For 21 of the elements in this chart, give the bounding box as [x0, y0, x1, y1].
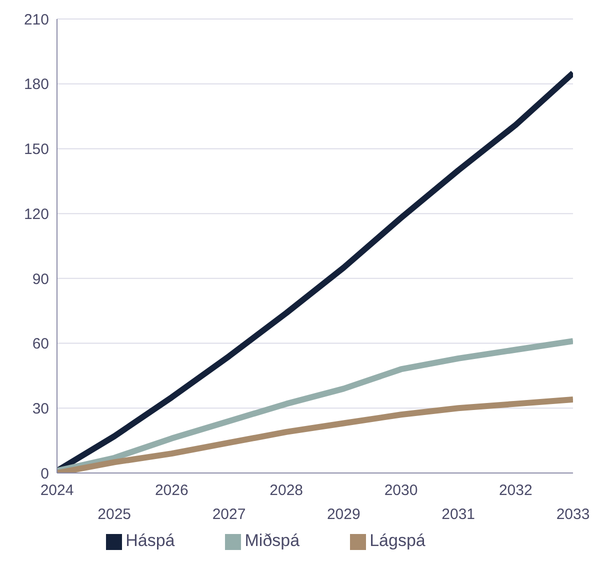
- x-tick-label: 2025: [98, 506, 132, 523]
- legend-label: Lágspá: [370, 531, 426, 550]
- y-tick-label: 180: [24, 76, 49, 94]
- x-tick-label: 2026: [154, 482, 188, 499]
- x-tick-label: 2031: [442, 506, 476, 523]
- legend-label: Miðspá: [244, 531, 300, 550]
- y-tick-label: 90: [32, 270, 49, 288]
- legend-label: Háspá: [126, 531, 175, 550]
- y-tick-label: 210: [24, 11, 49, 28]
- x-tick-label: 2029: [326, 506, 360, 523]
- y-tick-label: 30: [32, 400, 49, 418]
- y-tick-label: 120: [24, 206, 49, 223]
- x-tick-label: 2033: [556, 506, 590, 523]
- x-tick-label: 2027: [212, 506, 246, 523]
- y-tick-label: 0: [40, 465, 49, 482]
- x-tick-label: 2024: [40, 482, 74, 499]
- x-tick-label: 2028: [270, 482, 304, 499]
- x-tick-label: 2032: [498, 482, 532, 499]
- y-tick-label: 60: [32, 336, 49, 353]
- y-tick-label: 150: [24, 141, 49, 158]
- x-tick-label: 2030: [384, 482, 418, 499]
